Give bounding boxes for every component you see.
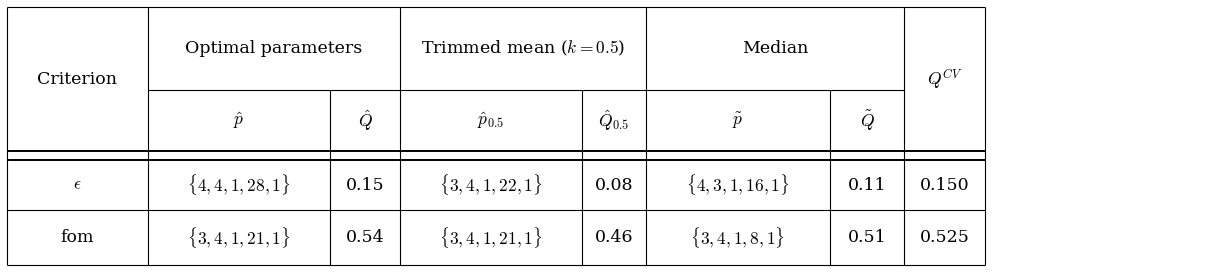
Text: Trimmed mean ($k = 0.5$): Trimmed mean ($k = 0.5$) (422, 39, 626, 58)
Text: 0.51: 0.51 (848, 229, 886, 246)
Text: Criterion: Criterion (38, 70, 118, 88)
Text: 0.54: 0.54 (345, 229, 385, 246)
Text: 0.46: 0.46 (595, 229, 633, 246)
Text: $\{3,4,1,21,1\}$: $\{3,4,1,21,1\}$ (187, 225, 291, 250)
Text: $Q^{CV}$: $Q^{CV}$ (927, 67, 962, 91)
Text: fom: fom (60, 229, 95, 246)
Text: $\hat{p}_{0.5}$: $\hat{p}_{0.5}$ (478, 110, 505, 131)
Text: 0.08: 0.08 (595, 177, 633, 193)
Text: $\{4,4,1,28,1\}$: $\{4,4,1,28,1\}$ (187, 173, 291, 197)
Text: $\{3,4,1,8,1\}$: $\{3,4,1,8,1\}$ (691, 225, 785, 250)
Text: Median: Median (742, 40, 809, 57)
Text: $\{4,3,1,16,1\}$: $\{4,3,1,16,1\}$ (686, 173, 790, 197)
Text: 0.150: 0.150 (919, 177, 970, 193)
Text: $\{3,4,1,21,1\}$: $\{3,4,1,21,1\}$ (439, 225, 543, 250)
Text: $\epsilon$: $\epsilon$ (74, 177, 82, 193)
Text: 0.15: 0.15 (345, 177, 385, 193)
Text: $\tilde{Q}$: $\tilde{Q}$ (859, 109, 875, 132)
Text: $\tilde{p}$: $\tilde{p}$ (732, 110, 744, 131)
Text: 0.11: 0.11 (848, 177, 886, 193)
Text: $\hat{Q}_{0.5}$: $\hat{Q}_{0.5}$ (599, 108, 629, 133)
Text: Optimal parameters: Optimal parameters (186, 40, 363, 57)
Text: $\{3,4,1,22,1\}$: $\{3,4,1,22,1\}$ (439, 173, 543, 197)
Text: $\hat{Q}$: $\hat{Q}$ (358, 108, 372, 133)
Text: $\hat{p}$: $\hat{p}$ (234, 110, 245, 131)
Text: 0.525: 0.525 (919, 229, 970, 246)
